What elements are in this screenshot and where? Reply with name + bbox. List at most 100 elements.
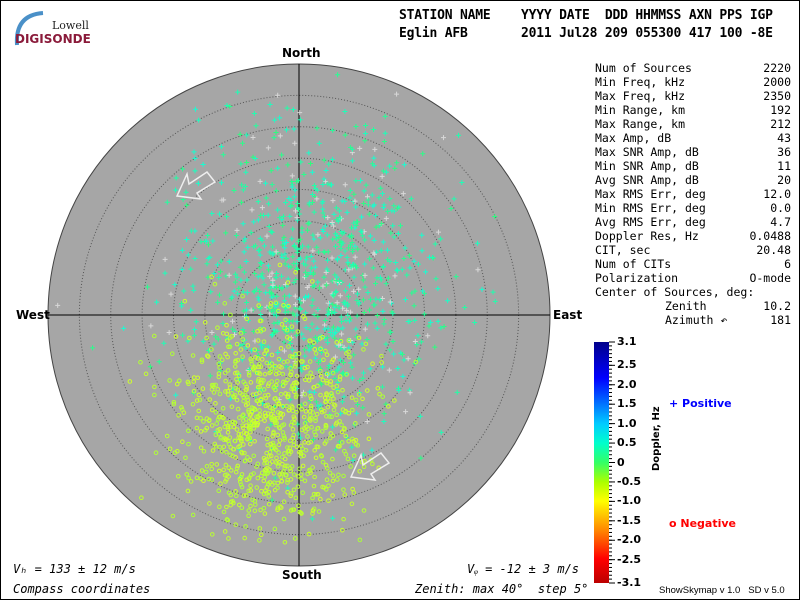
source-point-positive bbox=[294, 200, 300, 206]
source-point-positive bbox=[383, 341, 389, 347]
source-point-positive bbox=[479, 286, 485, 292]
source-point-negative bbox=[339, 440, 345, 445]
source-point-negative bbox=[251, 364, 257, 370]
source-point-positive bbox=[358, 228, 364, 234]
source-point-positive bbox=[320, 182, 326, 188]
source-point-positive bbox=[315, 360, 321, 366]
source-point-negative bbox=[227, 435, 233, 440]
source-point-positive bbox=[219, 180, 225, 186]
source-point-positive bbox=[238, 277, 244, 283]
source-point-negative bbox=[257, 526, 263, 531]
source-point-negative bbox=[217, 354, 223, 359]
source-point-negative bbox=[181, 410, 187, 416]
source-point-negative bbox=[171, 401, 177, 407]
source-point-negative bbox=[261, 339, 267, 344]
source-point-positive bbox=[322, 317, 328, 323]
source-point-positive bbox=[314, 187, 320, 193]
source-point-negative bbox=[248, 503, 253, 509]
source-point-positive bbox=[387, 347, 393, 353]
source-point-negative bbox=[246, 476, 252, 482]
source-point-positive bbox=[226, 272, 232, 278]
source-point-positive bbox=[173, 175, 179, 181]
source-point-negative bbox=[297, 450, 302, 455]
source-point-negative bbox=[283, 463, 288, 469]
source-point-negative bbox=[215, 325, 220, 330]
source-point-negative bbox=[246, 436, 251, 441]
source-point-negative bbox=[346, 338, 352, 343]
source-point-positive bbox=[302, 353, 308, 359]
source-point-negative bbox=[205, 354, 211, 359]
source-point-positive bbox=[362, 272, 368, 278]
source-point-negative bbox=[334, 383, 340, 389]
source-point-negative bbox=[283, 473, 289, 478]
source-point-positive bbox=[326, 306, 332, 312]
source-point-positive bbox=[390, 311, 396, 317]
source-point-negative bbox=[288, 449, 294, 454]
source-point-negative bbox=[274, 378, 280, 384]
source-point-positive bbox=[337, 439, 343, 445]
source-point-positive bbox=[309, 169, 315, 175]
source-point-positive bbox=[181, 288, 187, 294]
source-point-positive bbox=[407, 387, 413, 393]
source-point-negative bbox=[256, 377, 261, 382]
source-point-negative bbox=[239, 505, 245, 511]
source-point-negative bbox=[185, 488, 191, 494]
source-point-negative bbox=[169, 351, 175, 357]
source-point-positive bbox=[353, 326, 359, 332]
source-point-negative bbox=[271, 385, 276, 391]
source-point-negative bbox=[305, 434, 310, 439]
source-point-negative bbox=[277, 460, 282, 465]
source-point-positive bbox=[418, 455, 424, 461]
source-point-positive bbox=[380, 264, 386, 270]
source-point-negative bbox=[262, 393, 268, 398]
source-point-negative bbox=[261, 505, 267, 511]
source-point-positive bbox=[412, 317, 418, 323]
source-point-negative bbox=[344, 372, 349, 377]
source-point-negative bbox=[246, 372, 252, 378]
source-point-positive bbox=[441, 135, 447, 141]
center-azimuth-label: Azimuth ↶ bbox=[665, 313, 728, 327]
source-point-positive bbox=[347, 188, 353, 194]
source-point-negative bbox=[246, 513, 251, 519]
source-point-negative bbox=[320, 429, 325, 434]
source-point-negative bbox=[379, 353, 384, 359]
source-point-positive bbox=[347, 318, 353, 324]
source-point-positive bbox=[254, 347, 260, 353]
source-point-positive bbox=[210, 238, 216, 244]
source-point-positive bbox=[384, 247, 390, 253]
stat-row: Avg SNR Amp, dB 20 bbox=[595, 173, 791, 187]
source-point-negative bbox=[207, 501, 212, 506]
source-point-negative bbox=[190, 512, 196, 518]
source-point-positive bbox=[317, 235, 323, 241]
source-point-positive bbox=[266, 201, 272, 207]
source-point-negative bbox=[282, 456, 288, 462]
source-point-positive bbox=[292, 293, 298, 299]
source-point-positive bbox=[267, 311, 273, 317]
stat-value: 212 bbox=[770, 117, 791, 131]
source-point-negative bbox=[293, 361, 298, 367]
legend-positive: + Positive bbox=[669, 397, 732, 410]
source-point-positive bbox=[245, 244, 251, 250]
source-point-positive bbox=[394, 205, 400, 211]
source-point-positive bbox=[184, 237, 190, 243]
source-point-positive bbox=[323, 370, 329, 376]
source-point-negative bbox=[190, 353, 196, 358]
source-point-positive bbox=[220, 152, 226, 158]
source-point-negative bbox=[209, 532, 215, 537]
source-point-positive bbox=[325, 249, 331, 255]
source-point-positive bbox=[369, 447, 375, 453]
source-point-positive bbox=[321, 214, 327, 220]
source-point-positive bbox=[307, 327, 313, 333]
source-point-positive bbox=[425, 333, 431, 339]
source-point-positive bbox=[344, 308, 350, 314]
source-point-negative bbox=[262, 418, 267, 423]
source-point-negative bbox=[218, 481, 223, 486]
source-point-positive bbox=[441, 324, 447, 330]
source-point-positive bbox=[350, 246, 356, 252]
source-point-positive bbox=[421, 311, 427, 317]
center-azimuth-row: Azimuth ↶ 181 bbox=[595, 313, 791, 327]
source-point-positive bbox=[243, 313, 249, 319]
source-point-negative bbox=[247, 441, 253, 447]
source-point-negative bbox=[312, 474, 317, 480]
source-point-negative bbox=[239, 472, 245, 477]
